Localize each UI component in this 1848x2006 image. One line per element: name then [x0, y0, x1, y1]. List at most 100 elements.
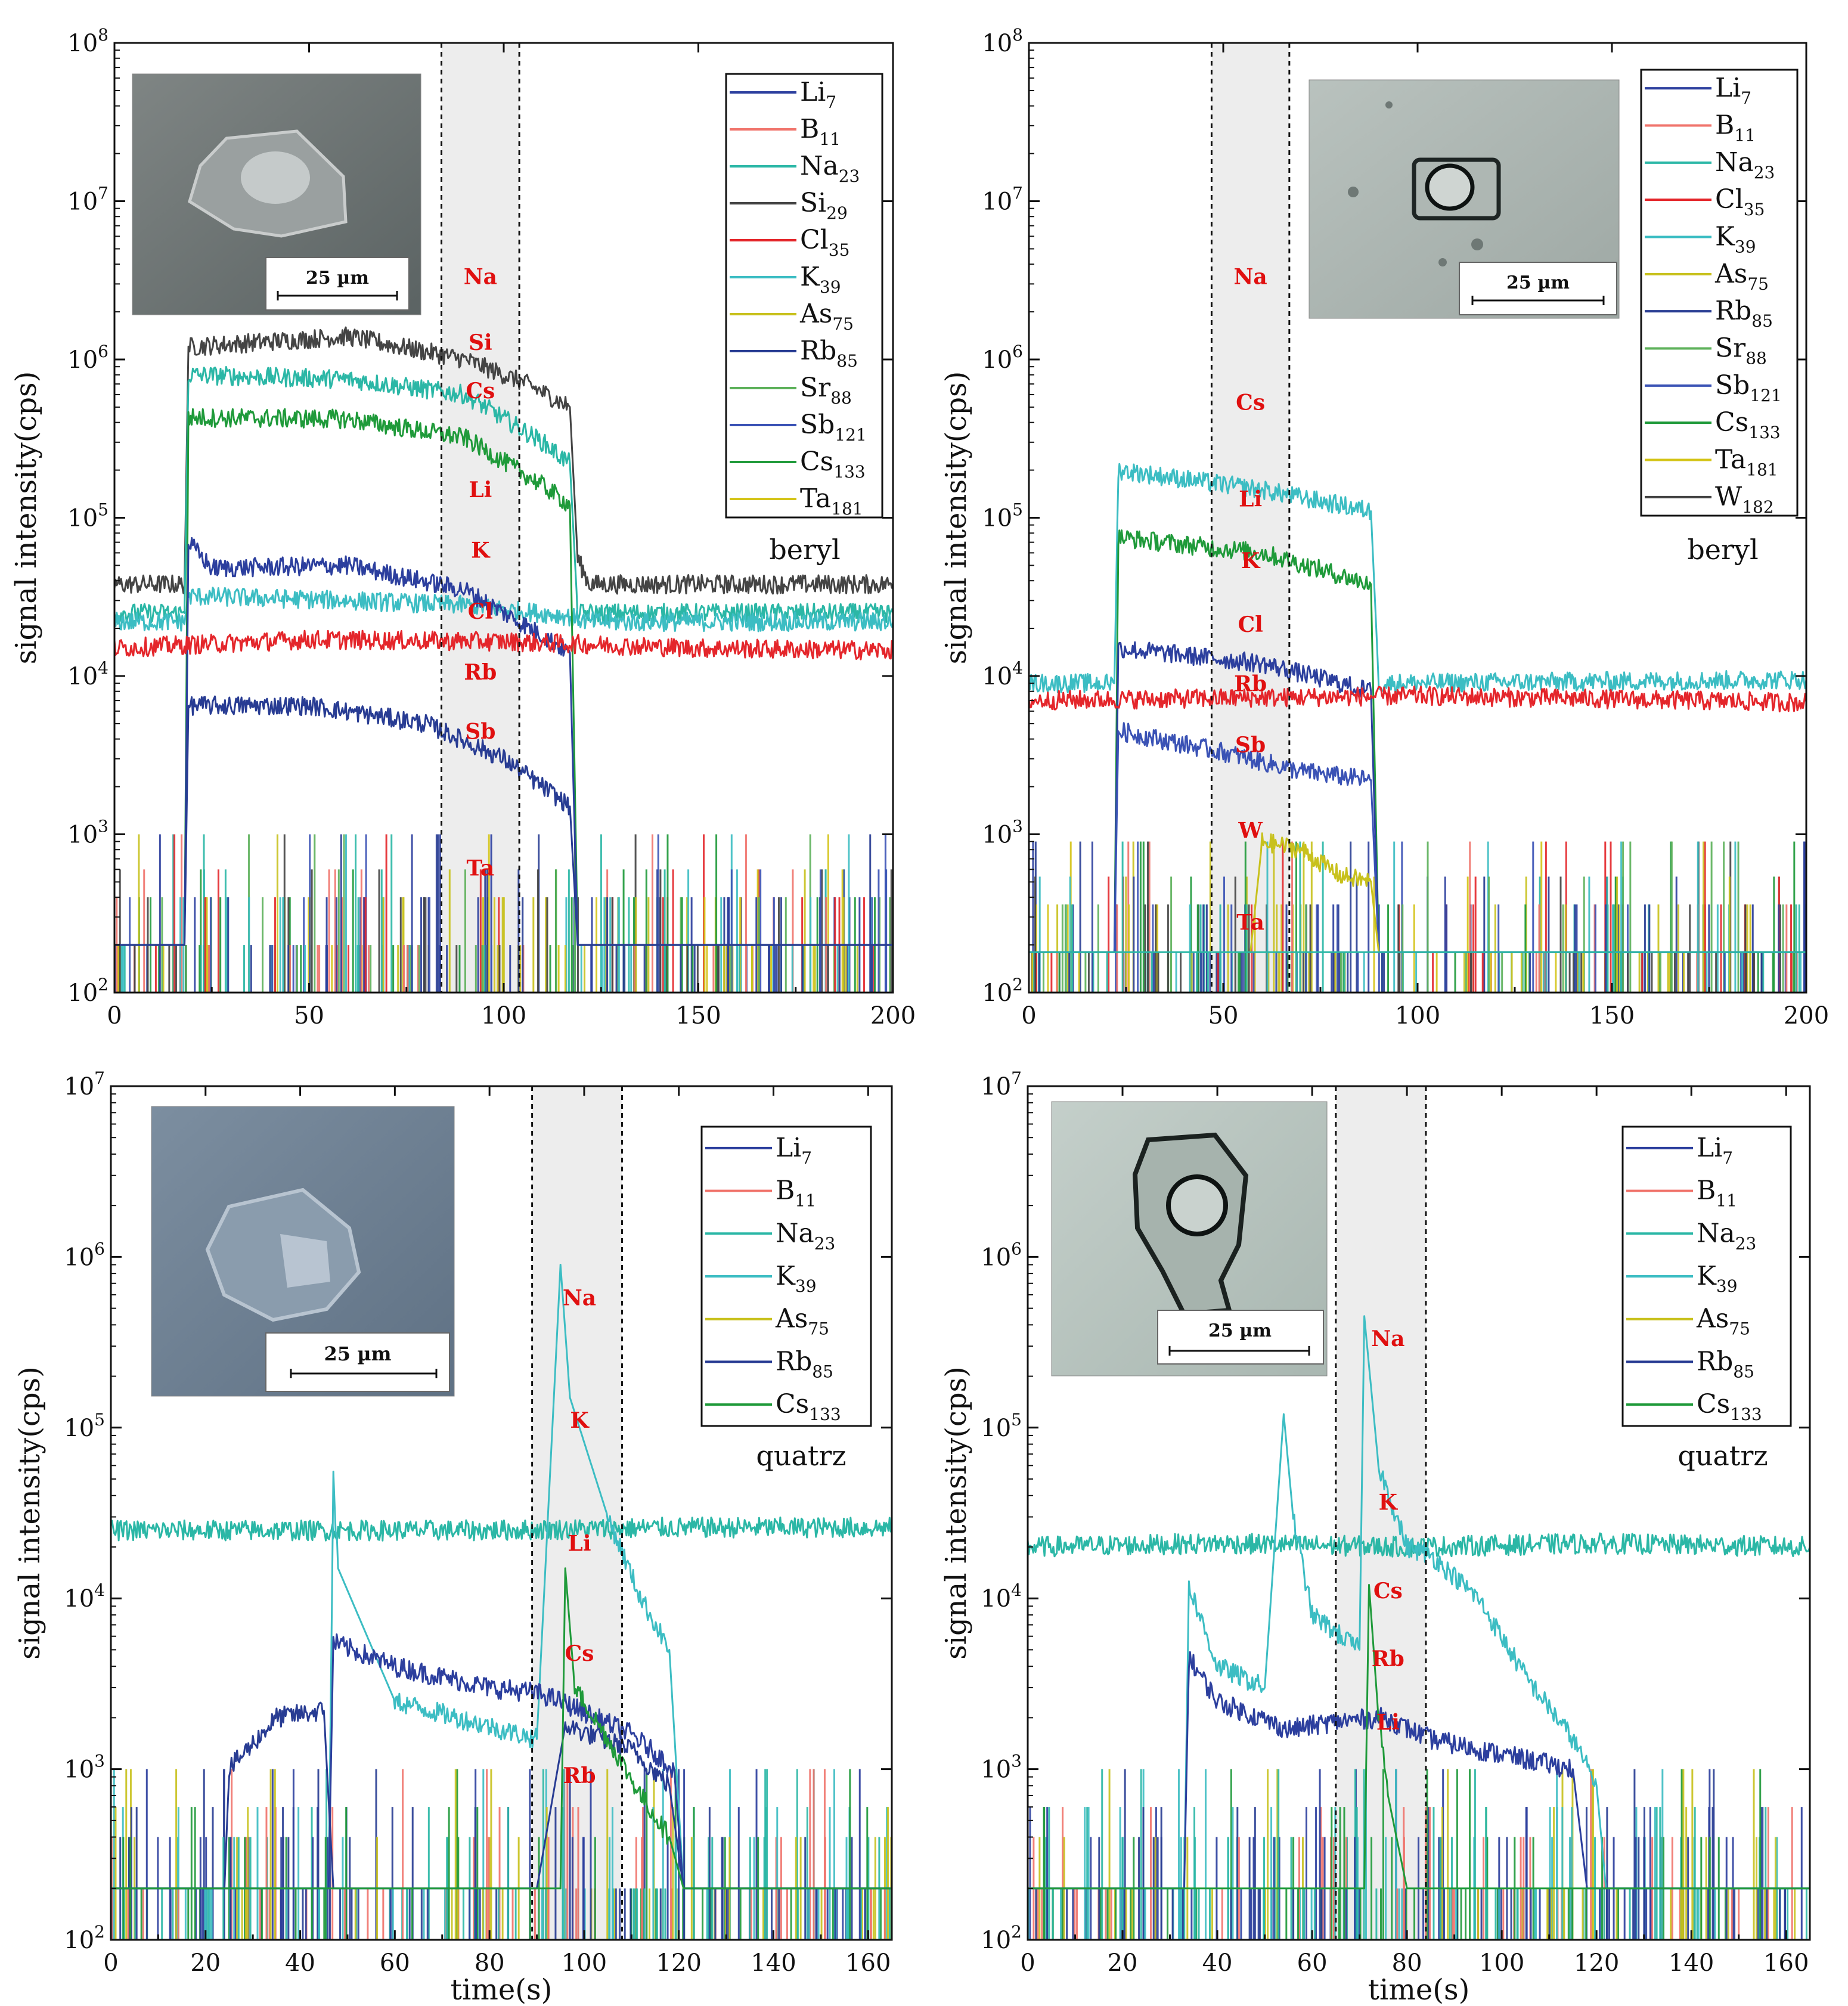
inclusion-highlight	[241, 151, 310, 204]
trace-si	[113, 326, 894, 595]
element-annotation-rb: Rb	[1372, 1647, 1404, 1672]
x-tick-label: 140	[751, 1949, 796, 1977]
y-tick-label: 104	[982, 658, 1023, 690]
micrograph-inset: 25 µm	[1051, 1101, 1328, 1376]
y-axis-label: signal intensity(cps)	[10, 371, 43, 665]
y-tick-label: 103	[67, 817, 108, 849]
x-tick-label: 150	[675, 1002, 721, 1030]
trace-w	[1249, 832, 1380, 953]
element-annotation-li: Li	[1239, 486, 1262, 511]
vapour-bubble	[1166, 1174, 1228, 1236]
y-tick-label: 106	[67, 342, 108, 374]
scale-bar-label: 25 µm	[1208, 1320, 1272, 1341]
x-tick-label: 80	[1392, 1949, 1422, 1977]
y-tick-label: 105	[981, 1410, 1022, 1442]
element-annotation-cs: Cs	[466, 379, 495, 404]
x-tick-label: 100	[562, 1949, 607, 1977]
y-tick-label: 103	[64, 1751, 105, 1784]
y-tick-label: 106	[64, 1239, 105, 1271]
y-tick-label: 104	[67, 658, 108, 690]
x-tick-label: 200	[1784, 1002, 1829, 1030]
y-tick-label: 105	[64, 1410, 105, 1442]
x-tick-label: 40	[1202, 1949, 1233, 1977]
panel-beryl-2: 0 50 100 150 200 102 103 104 105 106 107 108 signa…	[939, 25, 1829, 1030]
x-axis: 0 20 40 60 80 100 120 140 160	[1020, 1086, 1809, 1977]
legend: Li7B11Na23Si29Cl35K39As75Rb85Sr88Sb121Cs…	[725, 73, 883, 519]
annotations: Na Si Cs Li K Cl Rb Sb Ta	[464, 264, 497, 880]
x-tick-label: 120	[656, 1949, 702, 1977]
panel-beryl-1: 0 50 100 150 200 102 103 104 105 106 107 108 signa…	[10, 25, 916, 1030]
legend-box	[1640, 69, 1799, 517]
y-tick-label: 103	[981, 1751, 1022, 1784]
panel-quartz-1: 0 20 40 60 80 100 120 140 160 102 103 104 105 106 107…	[13, 1068, 893, 2006]
trace-cs	[1028, 1584, 1810, 1890]
interval-lines	[1210, 43, 1291, 993]
y-axis: 102 103 104 105 106 107 108	[67, 25, 893, 1007]
signal-traces	[110, 1264, 893, 1940]
sample-label: quatrz	[1678, 1440, 1768, 1472]
x-tick-label: 0	[1020, 1949, 1035, 1977]
y-tick-label: 108	[67, 25, 108, 57]
trace-cl	[113, 630, 894, 661]
shaded-interval	[441, 43, 520, 993]
legend: Li7B11Na23Cl35K39As75Rb85Sr88Sb121Cs133T…	[1640, 69, 1799, 517]
legend-entry-cs: Cs133	[776, 1389, 841, 1424]
y-axis: 102 103 104 105 106 107 108	[982, 25, 1806, 1007]
trace-na	[113, 365, 894, 624]
y-axis-label: signal intensity(cps)	[939, 1366, 973, 1660]
x-tick-label: 160	[1763, 1949, 1809, 1977]
element-annotation-cl: Cl	[468, 599, 493, 624]
y-tick-label: 104	[981, 1580, 1022, 1613]
trace-na	[110, 1516, 893, 1542]
micrograph-inset: 25 µm	[1309, 79, 1620, 319]
interval-lines	[441, 43, 520, 993]
legend-entry-li: Li7	[1715, 73, 1751, 108]
legend-entry-li: Li7	[1697, 1133, 1733, 1168]
trace-li	[111, 1633, 892, 1890]
element-annotation-na: Na	[1234, 264, 1267, 289]
y-tick-label: 102	[981, 1922, 1022, 1954]
element-annotation-ta: Ta	[1236, 910, 1264, 935]
shaded-interval	[1335, 1086, 1426, 1940]
y-tick-label: 102	[64, 1922, 105, 1954]
element-annotation-rb: Rb	[464, 660, 497, 685]
micrograph-inset: 25 µm	[132, 73, 421, 315]
x-tick-label: 0	[107, 1002, 122, 1030]
element-annotation-li: Li	[469, 478, 492, 503]
scale-bar-box	[265, 257, 410, 311]
x-tick-label: 20	[190, 1949, 221, 1977]
y-tick-label: 102	[982, 975, 1023, 1007]
y-tick-label: 106	[981, 1239, 1022, 1271]
scale-bar-label: 25 µm	[1506, 272, 1570, 293]
plot-frame	[1027, 1085, 1811, 1941]
element-annotation-si: Si	[469, 330, 492, 355]
element-annotation-cs: Cs	[1236, 390, 1265, 416]
element-annotation-k: K	[570, 1408, 590, 1433]
legend-entry-na: Na23	[1715, 147, 1775, 182]
element-annotation-na: Na	[1371, 1326, 1404, 1351]
panel-quartz-2: 0 20 40 60 80 100 120 140 160 102 103 104 105 106 107…	[939, 1068, 1811, 2006]
inclusion-highlight	[280, 1234, 330, 1288]
element-annotation-li: Li	[1376, 1710, 1400, 1735]
sample-label: beryl	[1687, 534, 1758, 566]
shaded-interval	[1211, 43, 1289, 993]
trace-rb	[111, 1701, 892, 1890]
x-tick-label: 200	[870, 1002, 916, 1030]
x-tick-label: 160	[845, 1949, 891, 1977]
scale-bar-box	[265, 1332, 450, 1392]
y-tick-label: 107	[982, 184, 1023, 216]
element-annotation-cl: Cl	[1238, 612, 1263, 637]
element-annotation-ta: Ta	[466, 855, 494, 880]
x-tick-label: 80	[475, 1949, 505, 1977]
legend-box	[725, 73, 883, 519]
element-annotation-w: W	[1238, 818, 1263, 843]
element-annotation-k: K	[1379, 1490, 1399, 1515]
scale-bar-label: 25 µm	[324, 1342, 392, 1365]
micrograph-inset: 25 µm	[151, 1106, 455, 1397]
signal-traces	[1027, 1315, 1811, 1940]
x-axis: 0 50 100 150 200	[1021, 43, 1829, 1030]
legend-entry-as: As75	[775, 1304, 829, 1339]
element-annotation-rb: Rb	[1234, 672, 1267, 697]
